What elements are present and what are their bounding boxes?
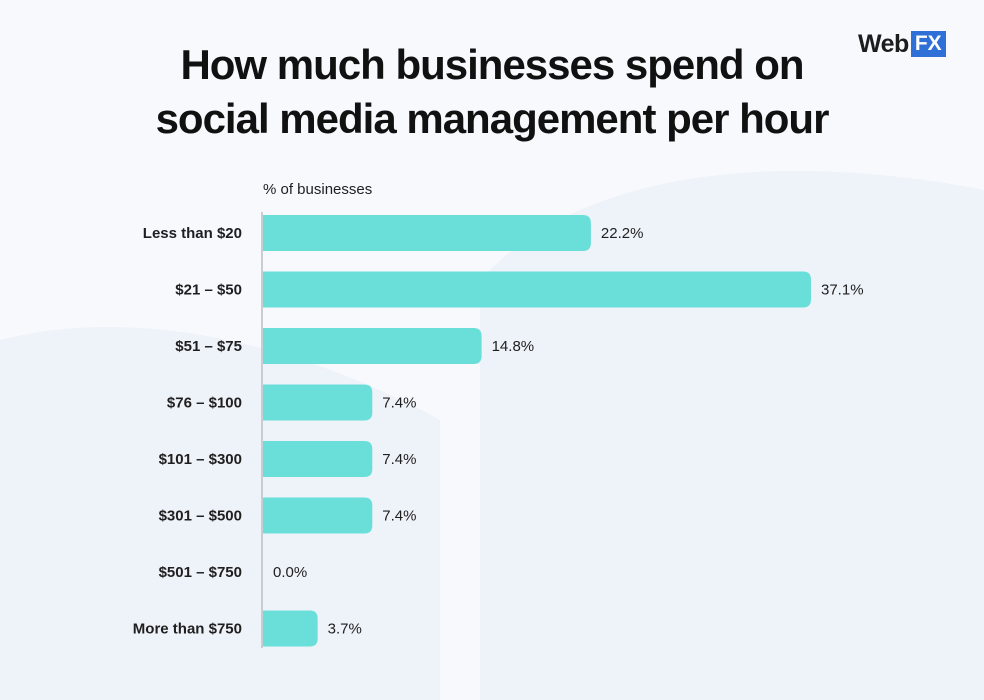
logo-fx-text: FX — [910, 31, 946, 57]
category-label: $301 – $500 — [159, 508, 242, 525]
bar — [263, 441, 373, 477]
bar — [263, 328, 482, 364]
category-label: $101 – $300 — [159, 451, 242, 468]
value-label: 7.4% — [382, 508, 416, 525]
category-label: $21 – $50 — [175, 282, 242, 299]
logo-web-text: Web — [858, 29, 909, 58]
bar — [263, 271, 811, 308]
category-label: $51 – $75 — [175, 338, 242, 355]
value-label: 22.2% — [601, 225, 644, 242]
value-label: 37.1% — [821, 282, 864, 299]
value-label: 7.4% — [382, 395, 416, 412]
value-label: 14.8% — [492, 338, 535, 355]
category-label: $76 – $100 — [167, 395, 242, 412]
bar — [263, 610, 318, 647]
value-label: 7.4% — [382, 451, 416, 468]
chart-title: How much businesses spend on social media… — [155, 41, 830, 142]
bar — [263, 384, 373, 421]
bar — [263, 497, 373, 534]
value-label: 3.7% — [328, 621, 362, 638]
category-label: Less than $20 — [143, 225, 242, 242]
bar — [263, 215, 591, 251]
category-label: More than $750 — [133, 621, 242, 638]
category-label: $501 – $750 — [159, 564, 242, 581]
value-label: 0.0% — [273, 564, 307, 581]
axis-label: % of businesses — [263, 181, 372, 198]
webfx-logo: Web FX — [858, 30, 946, 58]
